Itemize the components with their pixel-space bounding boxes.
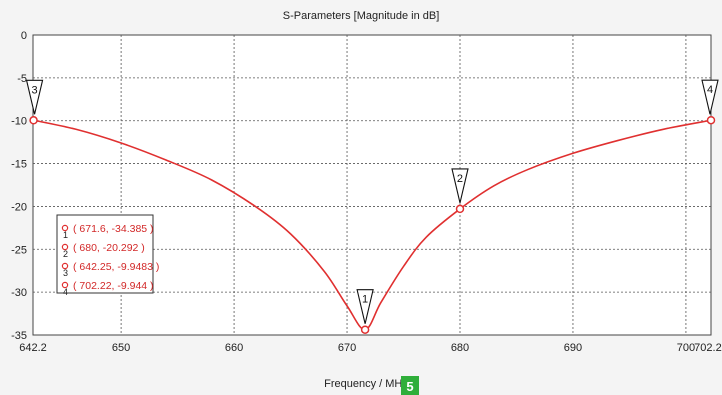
legend-marker-icon	[61, 281, 69, 289]
y-tick-label: -25	[11, 244, 27, 256]
marker-callout-3	[25, 79, 44, 115]
marker-callout-1	[356, 289, 374, 324]
corner-badge: 5	[401, 376, 419, 395]
x-tick-label: 650	[112, 342, 130, 354]
legend-entry: ( 680, -20.292 )	[73, 242, 145, 254]
x-tick-label: 690	[564, 342, 582, 354]
marker-callout-4	[701, 79, 719, 115]
marker-number: 3	[32, 84, 38, 96]
legend-marker-icon	[61, 262, 69, 270]
marker-number: 2	[457, 173, 463, 185]
x-tick-label: 700	[677, 342, 695, 354]
markers: 1 2 3 4	[25, 79, 719, 334]
marker-point-4	[706, 115, 716, 125]
series-line	[33, 119, 712, 331]
legend-marker-id: 4	[63, 287, 68, 297]
legend-marker-id: 2	[63, 249, 68, 259]
y-axis: 0 -5 -10 -15 -20 -25 -30 -35	[11, 30, 27, 342]
marker-callout-2	[451, 168, 469, 204]
badge-number: 5	[406, 379, 413, 394]
y-tick-label: -20	[11, 201, 27, 213]
x-tick-label: 660	[225, 342, 243, 354]
y-tick-label: -5	[17, 73, 27, 85]
marker-number: 4	[707, 84, 713, 96]
x-tick-label: 642.2	[19, 342, 47, 354]
marker-point-3	[29, 116, 38, 125]
legend-frame	[56, 214, 154, 294]
y-tick-label: -15	[11, 159, 27, 171]
marker-point-1	[360, 325, 370, 334]
legend-marker-id: 1	[63, 230, 68, 240]
legend-marker-icon	[61, 224, 69, 232]
legend-entry: ( 671.6, -34.385 )	[73, 223, 154, 235]
legend-marker-icon	[61, 243, 69, 251]
x-tick-label: 670	[338, 342, 356, 354]
legend-entry: ( 702.22, -9.944 )	[73, 280, 154, 292]
y-tick-label: -35	[11, 330, 27, 342]
marker-point-2	[455, 204, 465, 214]
y-tick-label: 0	[21, 30, 27, 42]
marker-number: 1	[362, 294, 368, 306]
y-tick-label: -30	[11, 287, 27, 299]
x-tick-label: 702.22	[694, 342, 722, 354]
x-tick-label: 680	[451, 342, 469, 354]
chart-title: S-Parameters [Magnitude in dB]	[283, 10, 440, 22]
x-axis-label: Frequency / MHz	[324, 378, 408, 390]
marker-legend: 1 ( 671.6, -34.385 ) 2 ( 680, -20.292 ) 3 ( 6…	[56, 214, 159, 297]
badge-background	[401, 376, 419, 395]
legend-marker-id: 3	[63, 268, 68, 278]
legend-entry: ( 642.25, -9.9483 )	[73, 261, 159, 273]
y-tick-label: -10	[11, 116, 27, 128]
